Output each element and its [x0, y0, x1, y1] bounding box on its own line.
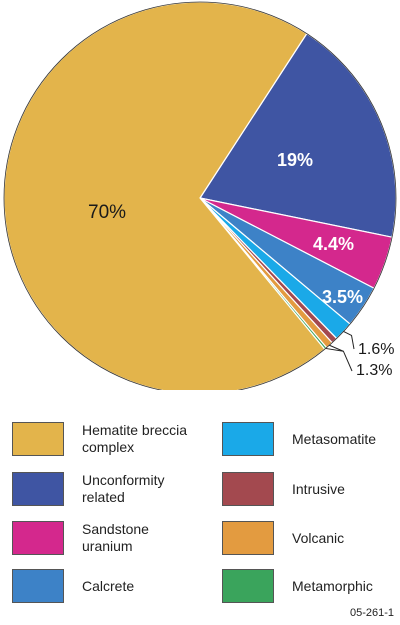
legend-label: Volcanic [292, 529, 345, 546]
legend-label: Metasomatite [292, 430, 377, 447]
figure-id: 05-261-1 [349, 607, 394, 619]
legend-swatch [12, 422, 64, 456]
legend-swatch [12, 569, 64, 603]
legend-label: Sandstone uranium [82, 521, 149, 554]
legend-item-metasomatite: Metasomatite [222, 422, 376, 456]
legend-label: Unconformity related [82, 472, 165, 505]
pie-chart [3, 1, 397, 390]
legend-label: Calcrete [82, 577, 135, 594]
data-label-unconformity: 19% [277, 150, 314, 170]
legend-label: Hematite breccia complex [82, 422, 188, 455]
legend-swatch [222, 472, 274, 506]
data-label-small-group: 1.3% [356, 362, 393, 379]
legend-swatch [12, 472, 64, 506]
legend-item-calcrete: Calcrete [12, 569, 134, 603]
data-label-metasomatite: 1.6% [358, 341, 395, 358]
leader-lines [325, 331, 355, 372]
legend-item-volcanic: Volcanic [222, 521, 344, 555]
legend-swatch [12, 521, 64, 555]
pie-outline [3, 1, 397, 390]
legend-swatch [222, 422, 274, 456]
legend-item-hematite-breccia: Hematite breccia complex [12, 422, 187, 456]
legend-swatch [222, 521, 274, 555]
data-label-calcrete: 3.5% [322, 287, 364, 307]
leader-line-metasomatite [343, 331, 355, 350]
legend-item-intrusive: Intrusive [222, 472, 345, 506]
legend-item-sandstone: Sandstone uranium [12, 521, 149, 555]
data-label-sandstone: 4.4% [313, 234, 355, 254]
legend-item-metamorphic: Metamorphic [222, 569, 373, 603]
legend-item-unconformity: Unconformity related [12, 472, 164, 506]
legend-label: Metamorphic [292, 577, 373, 594]
leader-line-small-group-2 [325, 347, 344, 352]
legend-label: Intrusive [292, 480, 345, 497]
legend-swatch [222, 569, 274, 603]
data-label-hematite: 70% [88, 202, 127, 223]
